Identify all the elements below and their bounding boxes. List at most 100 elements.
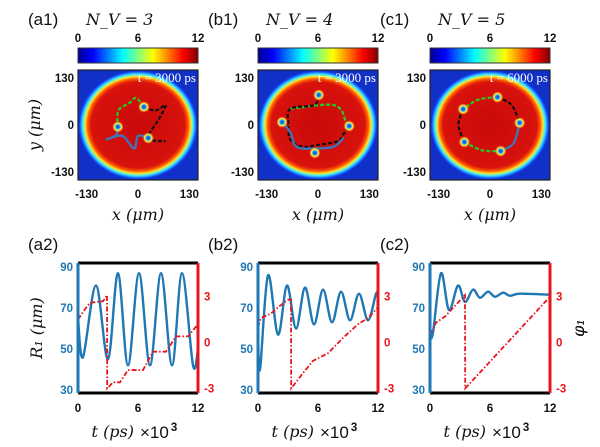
y-tick-label: 30 [60, 385, 73, 397]
y-tick-label: 50 [240, 344, 253, 356]
time-label: t = 6000 ps [490, 70, 548, 85]
y2-tick-label: 0 [556, 338, 562, 350]
panel-label: (a2) [28, 235, 58, 254]
y-tick-label: -130 [403, 167, 426, 179]
x-scale-exponent: 3 [351, 422, 357, 434]
x-axis-label: x (μm) [292, 205, 344, 224]
x-tick-label: -130 [75, 189, 98, 201]
colorbar [257, 47, 379, 64]
x-tick-label: 130 [180, 189, 199, 201]
r1-line [76, 272, 200, 370]
y2-tick-label: 3 [204, 292, 210, 304]
y2-tick-label: -3 [384, 383, 394, 395]
x-tick-label: 0 [255, 403, 261, 415]
x-tick-label: 12 [372, 403, 385, 415]
panel-label: (c2) [380, 235, 409, 254]
x-tick-label: 0 [427, 403, 433, 415]
map-frame [257, 69, 379, 181]
vortex-core [343, 120, 356, 133]
condensate-disk [258, 70, 378, 180]
x-axis-label: x (μm) [464, 205, 516, 224]
y2-tick-label: -3 [204, 383, 214, 395]
vortex-core [137, 100, 150, 113]
map-frame [429, 69, 551, 181]
y-tick-label: 0 [248, 120, 254, 132]
x-scale-exponent: 3 [523, 422, 529, 434]
y-tick-label: 70 [240, 303, 253, 315]
condensate-disk [430, 70, 550, 180]
vortex-core [142, 132, 155, 145]
vortex-core [494, 145, 507, 158]
x-axis-label: t (ps) [92, 422, 134, 441]
vortex-trajectory [105, 126, 149, 150]
panel-title: N_V = 3 [85, 10, 153, 29]
x-tick-label: -130 [255, 189, 278, 201]
phi1-line [77, 292, 199, 391]
y2-tick-label: -3 [556, 383, 566, 395]
y-tick-label: 70 [60, 303, 73, 315]
y-tick-label: 130 [235, 73, 254, 85]
x-tick-label: 130 [532, 189, 551, 201]
x-axis-label: x (μm) [112, 205, 164, 224]
colorbar [77, 47, 199, 64]
y-tick-label: 90 [60, 262, 73, 274]
phi1-line [257, 298, 379, 392]
y-axis-label: y (μm) [25, 99, 44, 152]
x-tick-label: 0 [135, 189, 141, 201]
vortex-core [308, 146, 321, 159]
colorbar-tick-label: 0 [255, 33, 261, 45]
y-tick-label: 70 [412, 303, 425, 315]
y-tick-label: -130 [51, 167, 74, 179]
x-tick-label: 6 [135, 403, 141, 415]
y2-tick-label: 3 [556, 292, 562, 304]
vortex-trajectory [281, 121, 345, 150]
colorbar-tick-label: 12 [372, 33, 385, 45]
x-tick-label: 0 [487, 189, 493, 201]
x-scale-label: ×10 [492, 423, 521, 442]
y-tick-label: 130 [55, 73, 74, 85]
time-label: t = 3000 ps [138, 70, 196, 85]
x-tick-label: 12 [192, 403, 205, 415]
colorbar-tick-label: 12 [192, 33, 205, 45]
vortex-core [513, 116, 526, 129]
x-scale-label: ×10 [320, 423, 349, 442]
y-axis-label: R₁ (μm) [27, 297, 46, 360]
vortex-core [458, 136, 471, 149]
y-tick-label: 0 [420, 120, 426, 132]
r1-line [428, 272, 551, 340]
vortex-core [276, 116, 289, 129]
colorbar-tick-label: 0 [75, 33, 81, 45]
vortex-core [457, 103, 470, 116]
map-frame [77, 69, 199, 181]
colorbar-tick-label: 6 [315, 33, 321, 45]
y-tick-label: 130 [407, 73, 426, 85]
panel-label: (c1) [380, 10, 409, 29]
y-tick-label: 90 [240, 262, 253, 274]
panel-title: N_V = 5 [437, 10, 505, 29]
y-tick-label: 0 [68, 120, 74, 132]
x-tick-label: -130 [427, 189, 450, 201]
y-tick-label: 90 [412, 262, 425, 274]
panel-title: N_V = 4 [265, 10, 333, 29]
x-tick-label: 0 [75, 403, 81, 415]
colorbar-tick-label: 6 [487, 33, 493, 45]
vortex-core [111, 120, 124, 133]
y-tick-label: 30 [412, 385, 425, 397]
x-axis-label: t (ps) [272, 422, 314, 441]
y2-axis-label: φ₁ [569, 319, 588, 337]
phi1-line [429, 292, 551, 391]
panel-label: (b1) [208, 10, 238, 29]
colorbar-tick-label: 6 [135, 33, 141, 45]
vortex-trajectory [116, 96, 145, 127]
colorbar [429, 47, 551, 64]
y-tick-label: 30 [240, 385, 253, 397]
y2-tick-label: 0 [384, 338, 390, 350]
vortex-trajectory [463, 141, 501, 153]
y2-tick-label: 0 [204, 338, 210, 350]
vortex-core [491, 91, 504, 104]
panel-label: (b2) [208, 235, 238, 254]
x-tick-label: 6 [487, 403, 493, 415]
y-tick-label: -130 [231, 167, 254, 179]
time-label: t = 3000 ps [318, 70, 376, 85]
